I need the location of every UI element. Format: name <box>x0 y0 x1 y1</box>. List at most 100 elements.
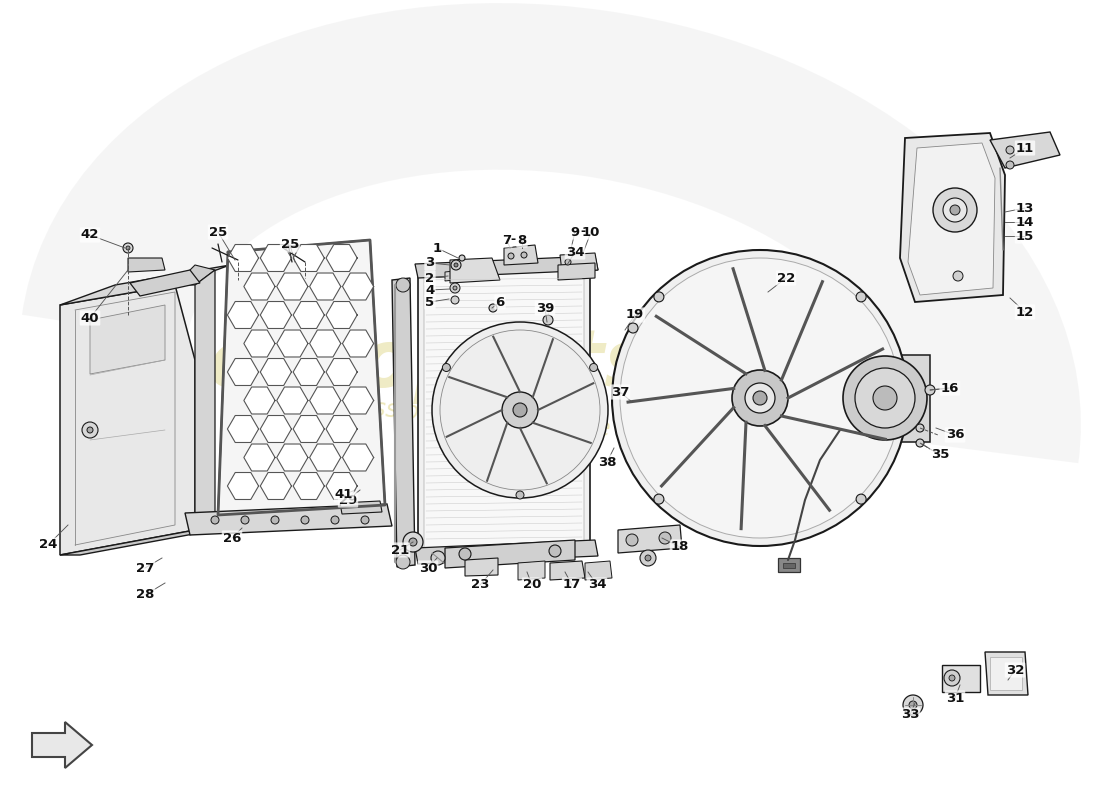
Polygon shape <box>558 263 595 280</box>
Circle shape <box>565 259 571 265</box>
Text: 42: 42 <box>80 229 99 242</box>
Circle shape <box>87 427 94 433</box>
Circle shape <box>843 356 927 440</box>
Polygon shape <box>309 444 341 471</box>
Circle shape <box>432 322 608 498</box>
Circle shape <box>916 424 924 432</box>
Circle shape <box>516 491 524 499</box>
Polygon shape <box>277 273 308 300</box>
Polygon shape <box>175 265 214 285</box>
Circle shape <box>628 323 638 333</box>
Circle shape <box>645 555 651 561</box>
Circle shape <box>732 370 788 426</box>
Circle shape <box>450 283 460 293</box>
Circle shape <box>442 363 450 371</box>
Circle shape <box>943 198 967 222</box>
Polygon shape <box>294 302 324 329</box>
Circle shape <box>508 253 514 259</box>
Circle shape <box>271 516 279 524</box>
Polygon shape <box>277 330 308 357</box>
Text: 37: 37 <box>610 386 629 398</box>
Circle shape <box>431 551 446 565</box>
Circle shape <box>459 255 465 261</box>
Text: -: - <box>581 226 585 238</box>
Text: 26: 26 <box>223 531 241 545</box>
Polygon shape <box>277 387 308 414</box>
Polygon shape <box>294 245 324 271</box>
Circle shape <box>126 246 130 250</box>
Circle shape <box>620 258 900 538</box>
Polygon shape <box>309 273 341 300</box>
Polygon shape <box>446 269 472 281</box>
Circle shape <box>549 545 561 557</box>
Circle shape <box>211 516 219 524</box>
Text: 16: 16 <box>940 382 959 394</box>
Polygon shape <box>418 264 590 556</box>
Circle shape <box>502 392 538 428</box>
Circle shape <box>396 555 410 569</box>
Circle shape <box>301 516 309 524</box>
Polygon shape <box>60 530 215 555</box>
Text: 35: 35 <box>931 449 949 462</box>
Polygon shape <box>450 258 500 283</box>
Polygon shape <box>990 657 1022 690</box>
Polygon shape <box>778 558 800 572</box>
Text: a passion for parts since 1965: a passion for parts since 1965 <box>321 393 679 447</box>
Polygon shape <box>326 473 358 499</box>
Text: 15: 15 <box>1016 230 1034 242</box>
Text: 28: 28 <box>135 589 154 602</box>
Polygon shape <box>185 504 392 535</box>
Text: 22: 22 <box>777 271 795 285</box>
Text: 11: 11 <box>1016 142 1034 154</box>
Text: 4: 4 <box>426 283 434 297</box>
Text: 5: 5 <box>426 295 434 309</box>
Polygon shape <box>261 473 292 499</box>
Text: 34: 34 <box>587 578 606 591</box>
Text: 32: 32 <box>1005 663 1024 677</box>
Text: 2: 2 <box>426 271 434 285</box>
Text: 3: 3 <box>426 257 434 270</box>
Text: 17: 17 <box>563 578 581 591</box>
Circle shape <box>1006 161 1014 169</box>
Polygon shape <box>585 561 612 580</box>
Polygon shape <box>195 270 214 530</box>
Polygon shape <box>840 355 929 442</box>
Polygon shape <box>261 358 292 386</box>
Text: 40: 40 <box>80 311 99 325</box>
Circle shape <box>925 385 935 395</box>
Polygon shape <box>326 415 358 442</box>
Polygon shape <box>618 525 682 553</box>
Polygon shape <box>244 273 275 300</box>
Circle shape <box>944 670 960 686</box>
Polygon shape <box>294 358 324 386</box>
Circle shape <box>409 538 417 546</box>
Text: 8: 8 <box>517 234 527 246</box>
Circle shape <box>521 252 527 258</box>
Text: 1: 1 <box>432 242 441 254</box>
Text: 25: 25 <box>280 238 299 251</box>
Circle shape <box>659 532 671 544</box>
Polygon shape <box>309 330 341 357</box>
Polygon shape <box>326 358 358 386</box>
Polygon shape <box>228 302 258 329</box>
Polygon shape <box>228 415 258 442</box>
Text: 23: 23 <box>471 578 490 591</box>
Polygon shape <box>244 330 275 357</box>
Circle shape <box>459 548 471 560</box>
Circle shape <box>612 250 908 546</box>
Polygon shape <box>446 540 575 568</box>
Circle shape <box>909 701 917 709</box>
Circle shape <box>856 494 866 504</box>
Text: 27: 27 <box>136 562 154 574</box>
Polygon shape <box>32 722 92 768</box>
Text: 21: 21 <box>390 543 409 557</box>
Polygon shape <box>228 473 258 499</box>
Polygon shape <box>261 415 292 442</box>
Polygon shape <box>228 358 258 386</box>
Polygon shape <box>128 258 165 272</box>
Polygon shape <box>415 540 598 564</box>
Text: 41: 41 <box>334 489 353 502</box>
Polygon shape <box>908 143 996 295</box>
Text: 18: 18 <box>671 541 690 554</box>
Polygon shape <box>942 665 980 692</box>
